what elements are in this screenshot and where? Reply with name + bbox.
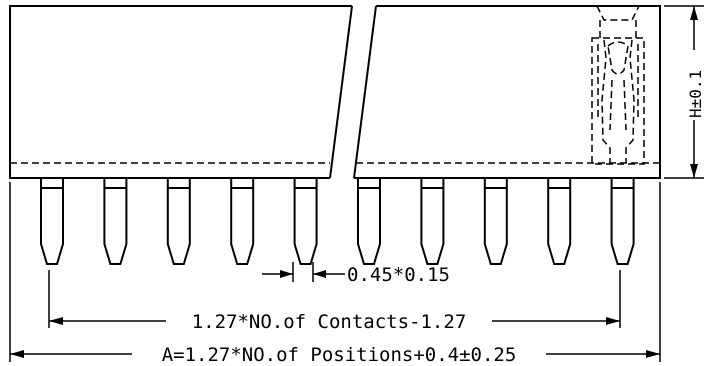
- pin-tip-dimension: 0.45*0.15: [262, 262, 450, 286]
- overall-length-label: A=1.27*NO.of Positions+0.4±0.25: [162, 344, 517, 366]
- pin: [610, 178, 635, 265]
- pin: [166, 178, 191, 265]
- pin-tip-label: 0.45*0.15: [347, 264, 450, 286]
- pin: [420, 178, 445, 265]
- housing-left: [9, 5, 353, 179]
- pin: [293, 178, 318, 265]
- overall-length-dimension: A=1.27*NO.of Positions+0.4±0.25: [9, 182, 661, 366]
- pin: [230, 178, 255, 265]
- pin: [483, 178, 508, 265]
- pin: [357, 178, 381, 265]
- housing-right: [353, 5, 661, 179]
- pin: [103, 178, 128, 265]
- contact-cross-section: [591, 5, 645, 165]
- height-dimension: H±0.1: [664, 5, 704, 179]
- pins: [40, 178, 635, 265]
- height-label: H±0.1: [686, 70, 704, 118]
- contacts-pitch-dimension: 1.27*NO.of Contacts-1.27: [48, 270, 621, 333]
- contacts-pitch-label: 1.27*NO.of Contacts-1.27: [192, 311, 467, 333]
- pin: [547, 178, 572, 265]
- pin: [40, 178, 64, 265]
